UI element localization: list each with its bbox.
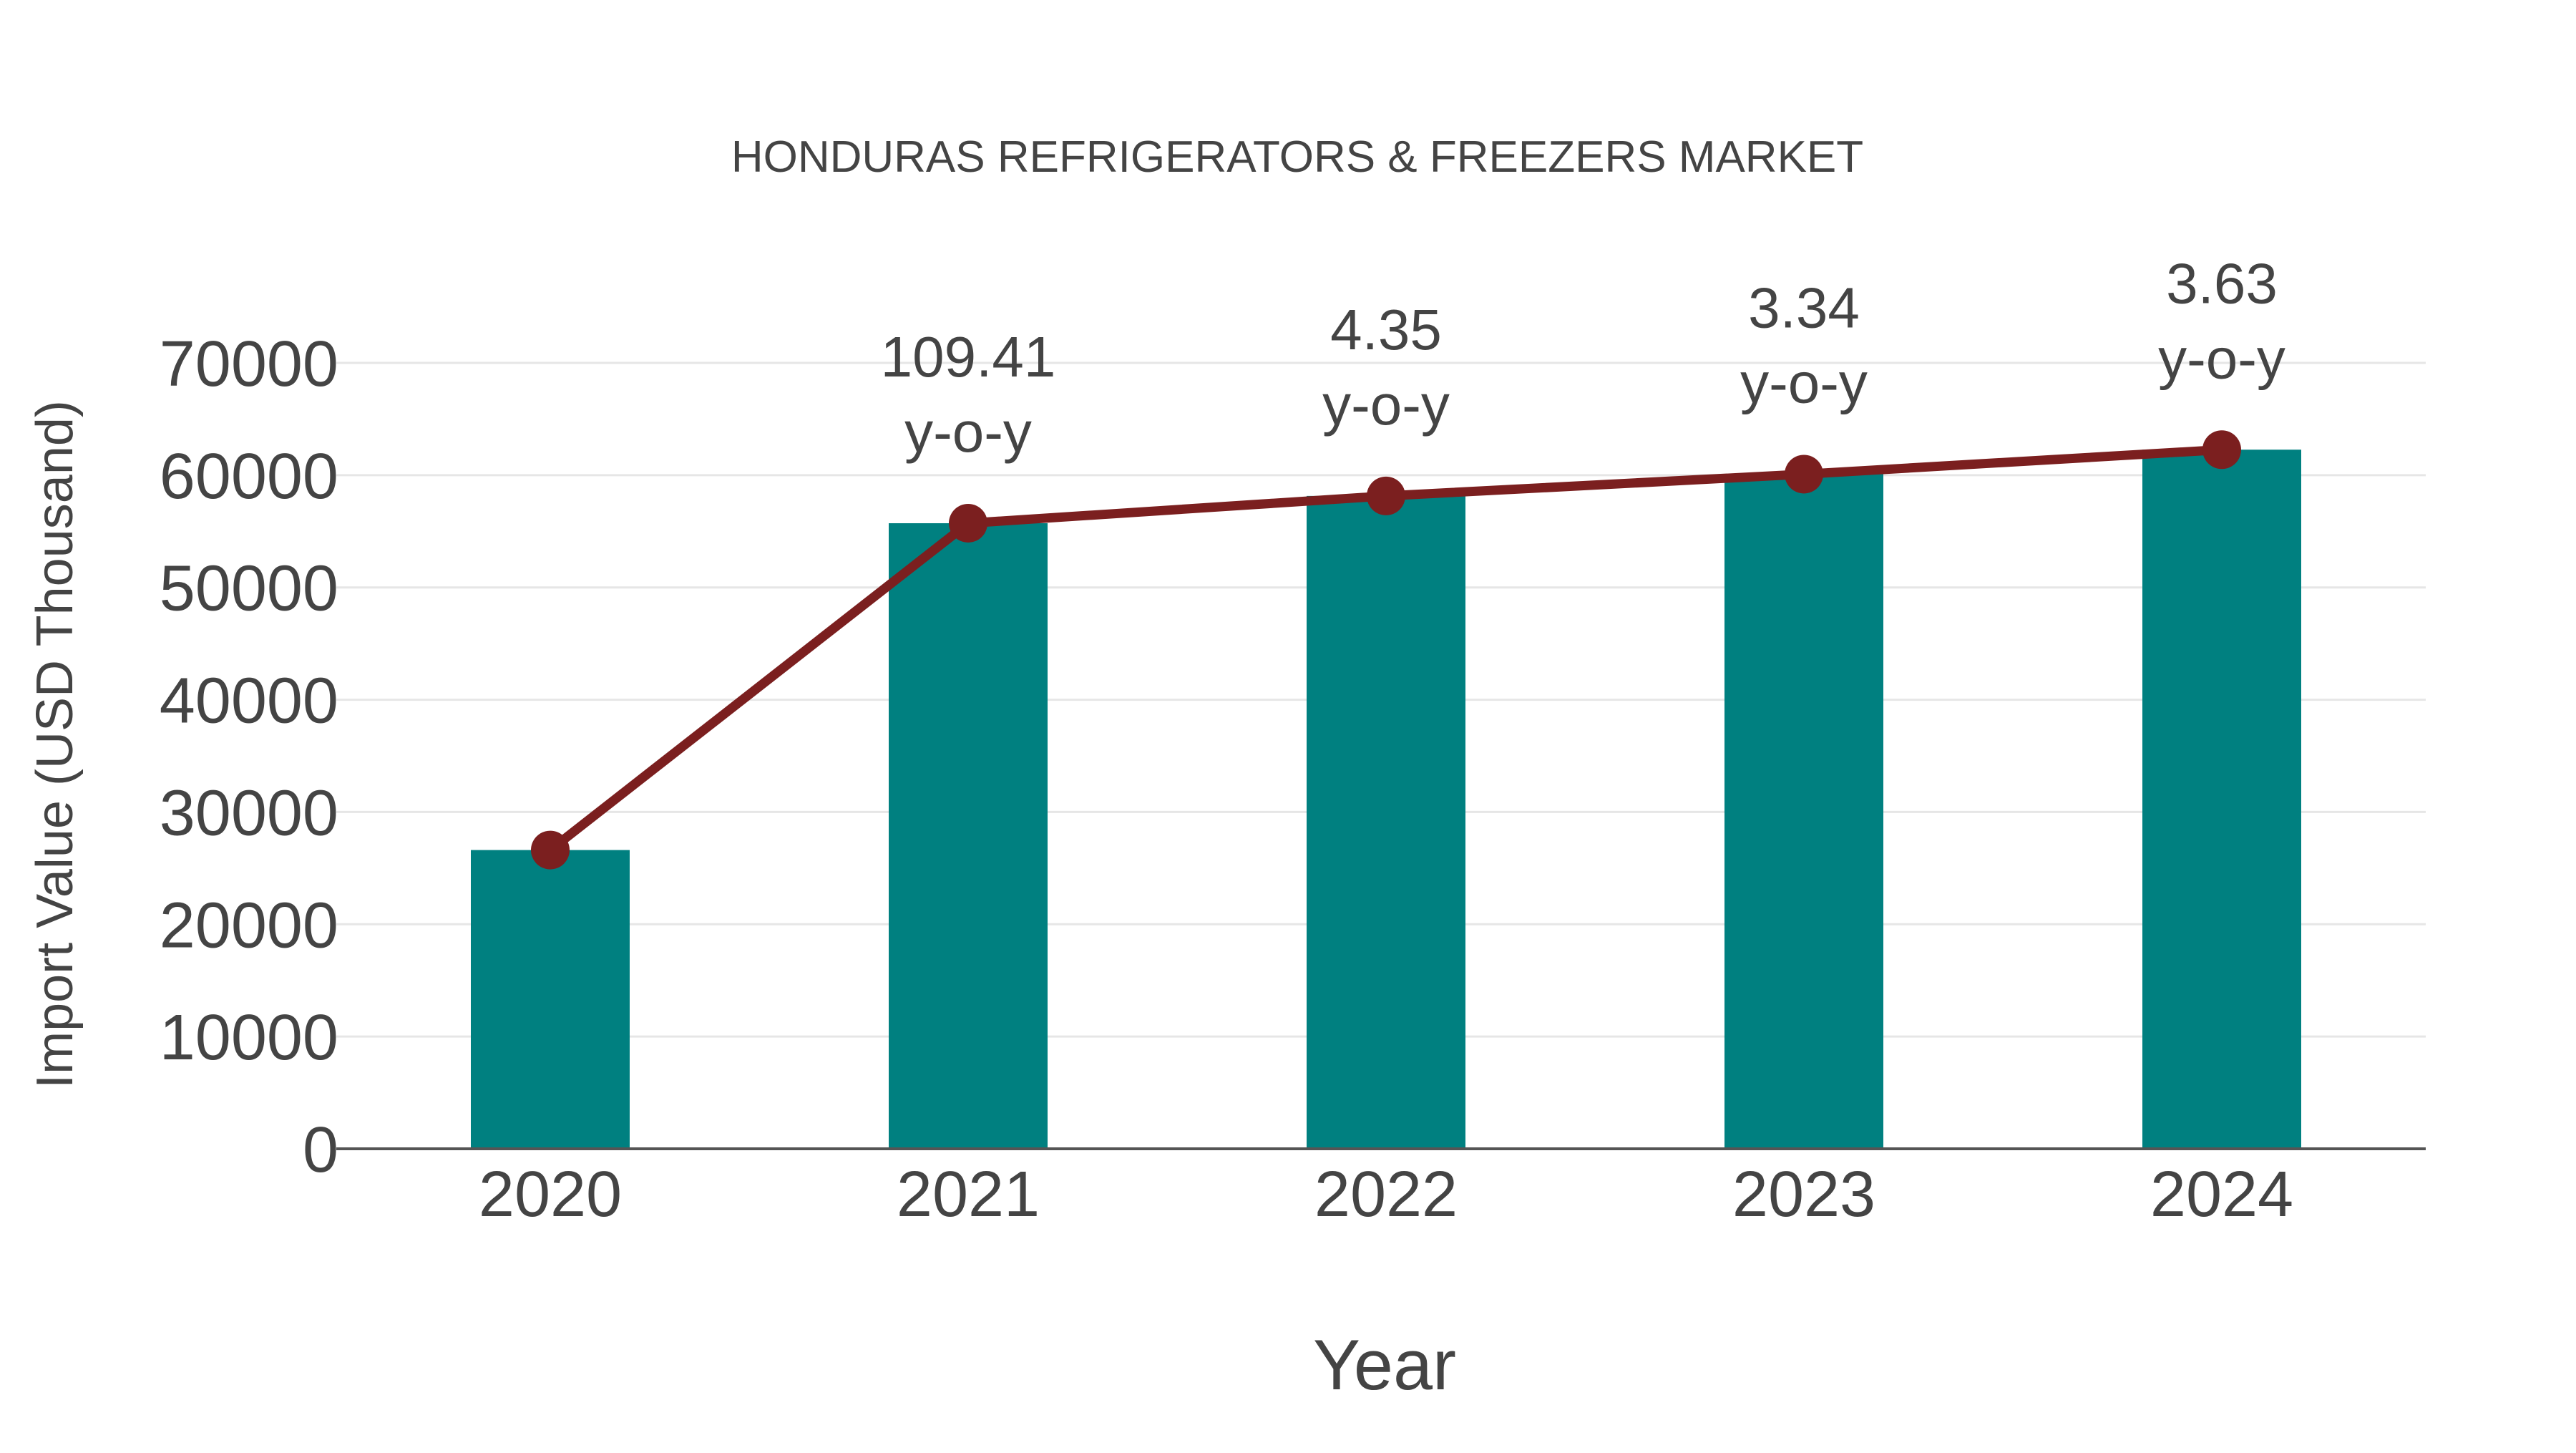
data-point-marker-2022[interactable] — [1367, 476, 1405, 515]
yoy-annotation-2023: 3.34 y-o-y — [1740, 276, 1868, 414]
data-point-marker-2020[interactable] — [531, 830, 570, 870]
chart-title: HONDURAS REFRIGERATORS & FREEZERS MARKET — [731, 132, 1863, 182]
bar-2021[interactable] — [889, 523, 1048, 1149]
yoy-annotation-2024: 3.63 y-o-y — [2158, 251, 2285, 390]
yoy-suffix: y-o-y — [2158, 326, 2285, 390]
yoy-value: 3.34 — [1748, 276, 1860, 339]
yoy-annotation-2021: 109.41 y-o-y — [881, 325, 1056, 464]
bar-2024[interactable] — [2142, 449, 2301, 1149]
x-tick-label: 2024 — [2150, 1159, 2293, 1230]
yoy-suffix: y-o-y — [1322, 373, 1450, 437]
y-tick-label: 60000 — [160, 441, 338, 512]
yoy-suffix: y-o-y — [904, 400, 1032, 464]
x-tick-label: 2022 — [1314, 1159, 1458, 1230]
x-axis-title: Year — [1313, 1325, 1456, 1404]
data-point-marker-2024[interactable] — [2202, 430, 2241, 470]
bar-2020[interactable] — [471, 850, 630, 1149]
yoy-value: 109.41 — [881, 325, 1056, 389]
bar-2023[interactable] — [1724, 474, 1883, 1149]
yoy-value: 3.63 — [2166, 251, 2278, 315]
y-tick-label: 40000 — [160, 666, 338, 737]
y-tick-label: 30000 — [160, 777, 338, 849]
x-axis-ticks: 2020 2021 2022 2023 2024 — [479, 1159, 2293, 1230]
yoy-value: 4.35 — [1330, 298, 1442, 361]
yoy-annotations: 109.41 y-o-y 4.35 y-o-y 3.34 y-o-y 3.63 y-o-y — [881, 251, 2285, 464]
y-tick-label: 20000 — [160, 890, 338, 961]
y-tick-label: 50000 — [160, 553, 338, 625]
data-point-marker-2023[interactable] — [1785, 455, 1823, 494]
x-tick-label: 2021 — [897, 1159, 1040, 1230]
y-axis-title: Import Value (USD Thousand) — [26, 400, 84, 1089]
yoy-suffix: y-o-y — [1740, 351, 1868, 414]
y-tick-label: 70000 — [160, 329, 338, 400]
x-tick-label: 2020 — [479, 1159, 622, 1230]
bar-2022[interactable] — [1307, 495, 1465, 1149]
data-point-marker-2021[interactable] — [949, 503, 987, 543]
x-tick-label: 2023 — [1732, 1159, 1875, 1230]
y-tick-label: 10000 — [160, 1002, 338, 1074]
trend-line — [531, 430, 2241, 870]
bars — [471, 449, 2301, 1149]
yoy-annotation-2022: 4.35 y-o-y — [1322, 298, 1450, 437]
y-axis-ticks: 0 10000 20000 30000 40000 50000 60000 70000 — [160, 329, 338, 1186]
y-tick-label: 0 — [303, 1114, 338, 1186]
